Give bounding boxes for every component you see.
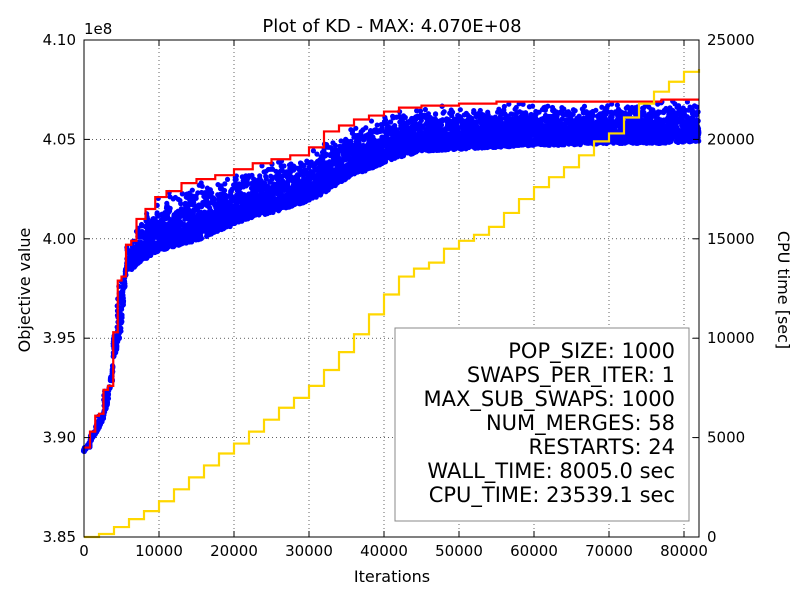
- population-dot: [221, 187, 228, 194]
- population-dot: [147, 252, 153, 258]
- population-dot: [198, 235, 205, 242]
- population-dot: [332, 142, 338, 148]
- plot-area: [80, 69, 702, 539]
- population-dot: [179, 191, 186, 197]
- population-dot: [120, 294, 126, 300]
- population-dot: [224, 176, 231, 183]
- population-dot: [529, 103, 536, 109]
- population-dot: [438, 122, 445, 128]
- population-dot: [203, 199, 209, 205]
- population-dot: [545, 103, 551, 109]
- population-dot: [118, 325, 124, 331]
- population-dot: [191, 199, 197, 205]
- population-dot: [449, 109, 456, 115]
- population-dot: [402, 114, 408, 121]
- population-dot: [120, 298, 127, 304]
- population-dot: [281, 163, 287, 169]
- population-dot: [116, 335, 122, 342]
- population-dot: [167, 205, 173, 211]
- population-dot: [432, 111, 439, 118]
- population-dot: [441, 109, 447, 115]
- population-dot: [193, 195, 199, 201]
- population-dot: [114, 344, 120, 350]
- population-dot: [422, 106, 428, 113]
- population-dot: [122, 283, 128, 289]
- population-dot: [222, 181, 228, 187]
- population-dot: [189, 187, 195, 193]
- population-dot: [457, 107, 463, 113]
- population-dot: [118, 320, 124, 326]
- population-dot: [263, 173, 269, 179]
- population-dot: [105, 392, 111, 398]
- population-dot: [363, 125, 369, 131]
- population-dot: [199, 183, 205, 189]
- population-dot: [195, 190, 201, 196]
- population-dot: [119, 313, 125, 320]
- population-dot: [121, 277, 127, 283]
- population-dot: [178, 201, 184, 207]
